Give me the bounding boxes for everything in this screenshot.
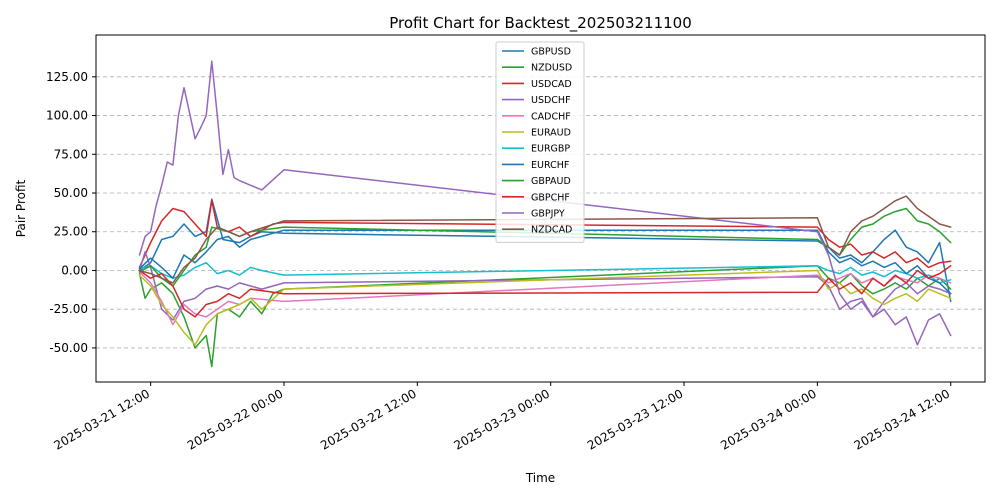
series-line-usdchf <box>138 251 952 321</box>
x-axis-title: Time <box>525 471 555 485</box>
legend-box <box>495 41 585 243</box>
series-line-eurgbp <box>138 261 952 284</box>
y-tick-label: 25.00 <box>54 225 88 239</box>
series-line-euraud <box>138 269 952 346</box>
legend-label: NZDCAD <box>531 225 572 236</box>
legend-label: EURCHF <box>531 160 569 171</box>
y-tick-label: -50.00 <box>49 341 88 355</box>
series-lines <box>138 60 952 368</box>
series-line-cadchf <box>138 271 952 326</box>
y-tick-label: 125.00 <box>46 70 88 84</box>
legend-label: EURAUD <box>531 128 571 139</box>
chart-title: Profit Chart for Backtest_202503211100 <box>389 14 692 33</box>
y-tick-label: 100.00 <box>46 109 88 123</box>
y-tick-label: -25.00 <box>49 302 88 316</box>
legend-label: NZDUSD <box>531 63 572 74</box>
y-axis: -50.00 -25.00 0.00 25.00 50.00 75.00 100.00 125… <box>46 70 96 355</box>
legend-label: GBPAUD <box>531 176 571 187</box>
legend-label: USDCAD <box>531 79 572 90</box>
legend-label: EURGBP <box>531 144 570 155</box>
legend-label: USDCHF <box>531 95 571 106</box>
series-line-usdcad <box>138 200 952 269</box>
y-tick-label: 50.00 <box>54 186 88 200</box>
y-axis-title: Pair Profit <box>14 179 28 237</box>
series-line-gbpaud <box>138 207 952 287</box>
series-line-nzdusd <box>138 265 952 368</box>
series-line-nzdcad <box>138 195 952 284</box>
legend: GBPUSD NZDUSD USDCAD USDCHF CADCHF EURAUD EURG… <box>495 41 585 243</box>
legend-label: GBPJPY <box>531 209 565 220</box>
series-line-gbpjpy <box>138 60 952 346</box>
series-line-gbpchf <box>138 265 952 318</box>
plot-area-frame <box>95 34 986 383</box>
legend-label: GBPUSD <box>531 47 571 58</box>
y-tick-label: 0.00 <box>61 263 88 277</box>
y-tick-label: 75.00 <box>54 147 88 161</box>
legend-label: CADCHF <box>531 111 571 122</box>
legend-label: GBPCHF <box>531 192 570 203</box>
